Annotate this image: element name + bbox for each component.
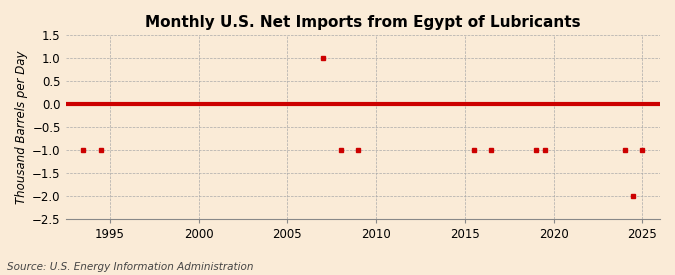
Text: Source: U.S. Energy Information Administration: Source: U.S. Energy Information Administ… [7,262,253,272]
Y-axis label: Thousand Barrels per Day: Thousand Barrels per Day [15,50,28,204]
Title: Monthly U.S. Net Imports from Egypt of Lubricants: Monthly U.S. Net Imports from Egypt of L… [145,15,580,30]
